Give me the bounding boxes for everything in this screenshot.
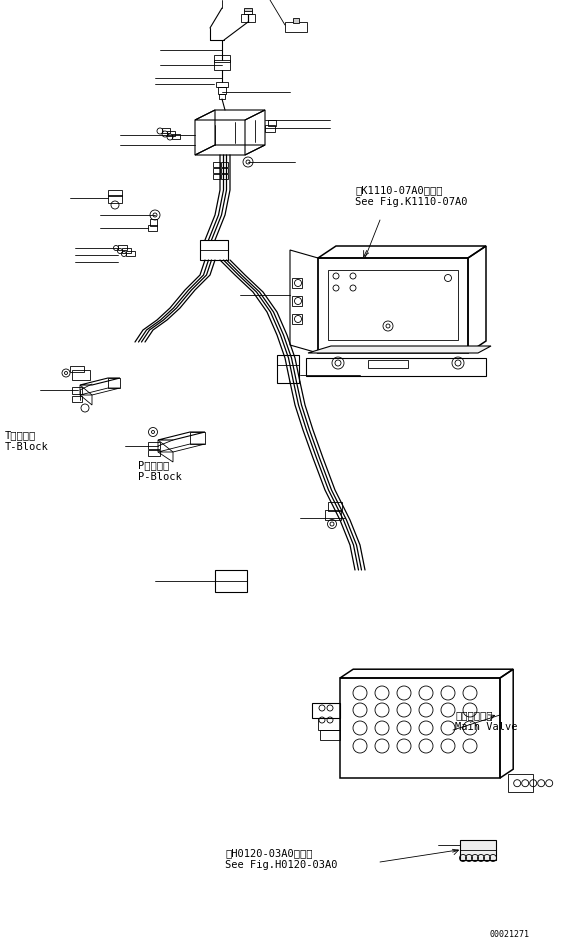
Bar xyxy=(320,730,340,740)
Bar xyxy=(118,245,127,250)
Bar xyxy=(306,358,486,376)
Text: Pブロック
P-Block: Pブロック P-Block xyxy=(138,460,182,482)
Bar xyxy=(325,510,341,520)
Bar xyxy=(214,60,230,70)
Bar xyxy=(293,18,299,23)
Bar xyxy=(268,120,276,126)
Bar xyxy=(312,703,340,718)
Bar xyxy=(244,10,252,14)
Bar xyxy=(108,190,122,196)
Bar xyxy=(126,251,135,256)
Bar xyxy=(72,387,82,394)
Bar xyxy=(200,240,228,260)
Text: 第K1110-07A0図参照
See Fig.K1110-07A0: 第K1110-07A0図参照 See Fig.K1110-07A0 xyxy=(355,185,468,206)
Bar xyxy=(328,502,342,511)
Bar xyxy=(292,278,302,288)
Bar xyxy=(122,248,131,253)
Text: Tブロック
T-Block: Tブロック T-Block xyxy=(5,430,49,451)
Bar xyxy=(219,94,225,99)
Bar xyxy=(172,134,180,139)
Bar xyxy=(72,370,90,380)
Bar xyxy=(148,225,157,231)
Bar xyxy=(108,195,122,203)
Bar xyxy=(167,131,175,136)
Bar xyxy=(328,270,458,340)
Bar xyxy=(460,840,496,860)
Bar xyxy=(368,360,408,368)
Bar xyxy=(162,128,170,133)
Bar xyxy=(285,22,307,32)
Bar xyxy=(72,396,82,402)
Bar xyxy=(215,570,247,592)
Polygon shape xyxy=(308,346,491,353)
Bar xyxy=(221,174,228,179)
Bar xyxy=(221,168,228,173)
Bar xyxy=(292,314,302,324)
Bar xyxy=(292,296,302,306)
Bar xyxy=(508,774,533,792)
Bar xyxy=(148,450,160,456)
Text: メインバルブ
Main Valve: メインバルブ Main Valve xyxy=(455,710,517,732)
Text: 第H0120-03A0図参照
See Fig.H0120-03A0: 第H0120-03A0図参照 See Fig.H0120-03A0 xyxy=(225,848,337,869)
Bar xyxy=(214,55,230,62)
Bar xyxy=(241,14,255,22)
Bar xyxy=(218,87,226,94)
Bar xyxy=(318,718,340,730)
Bar xyxy=(277,355,299,383)
Bar xyxy=(265,125,275,132)
Bar xyxy=(148,442,160,449)
Bar xyxy=(213,174,220,179)
Bar xyxy=(150,219,157,226)
Bar xyxy=(213,168,220,173)
Bar xyxy=(244,8,252,11)
Bar xyxy=(213,162,220,167)
Text: 00021271: 00021271 xyxy=(490,930,530,939)
Bar xyxy=(216,82,228,87)
Bar xyxy=(70,366,84,372)
Bar xyxy=(221,162,228,167)
